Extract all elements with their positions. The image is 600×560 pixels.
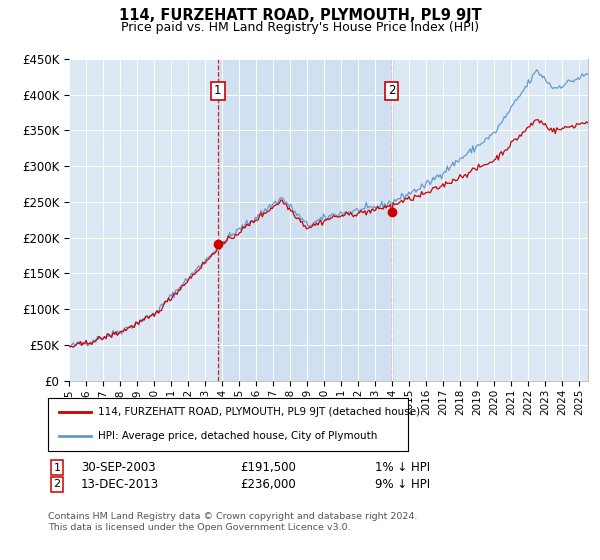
Text: HPI: Average price, detached house, City of Plymouth: HPI: Average price, detached house, City… bbox=[98, 431, 378, 441]
Text: 1: 1 bbox=[53, 463, 61, 473]
Text: 13-DEC-2013: 13-DEC-2013 bbox=[81, 478, 159, 491]
Text: Price paid vs. HM Land Registry's House Price Index (HPI): Price paid vs. HM Land Registry's House … bbox=[121, 21, 479, 34]
Text: 9% ↓ HPI: 9% ↓ HPI bbox=[375, 478, 430, 491]
Text: 114, FURZEHATT ROAD, PLYMOUTH, PL9 9JT: 114, FURZEHATT ROAD, PLYMOUTH, PL9 9JT bbox=[119, 8, 481, 24]
Text: 30-SEP-2003: 30-SEP-2003 bbox=[81, 461, 155, 474]
Text: 1: 1 bbox=[214, 85, 221, 97]
Text: 2: 2 bbox=[388, 85, 395, 97]
Text: 1% ↓ HPI: 1% ↓ HPI bbox=[375, 461, 430, 474]
Text: £191,500: £191,500 bbox=[240, 461, 296, 474]
Bar bbox=[218, 59, 392, 381]
Text: £236,000: £236,000 bbox=[240, 478, 296, 491]
Text: 114, FURZEHATT ROAD, PLYMOUTH, PL9 9JT (detached house): 114, FURZEHATT ROAD, PLYMOUTH, PL9 9JT (… bbox=[98, 408, 421, 418]
Text: Contains HM Land Registry data © Crown copyright and database right 2024.
This d: Contains HM Land Registry data © Crown c… bbox=[48, 512, 418, 532]
Text: 2: 2 bbox=[53, 479, 61, 489]
